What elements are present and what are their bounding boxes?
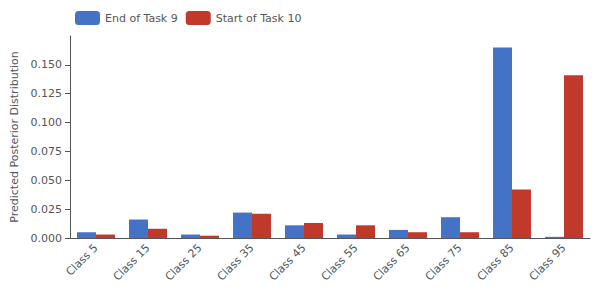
svg-text:End of Task 9: End of Task 9 — [105, 12, 178, 25]
svg-text:Class 55: Class 55 — [319, 241, 361, 283]
svg-text:Class 15: Class 15 — [111, 241, 153, 283]
svg-text:0.075: 0.075 — [31, 145, 63, 158]
svg-text:Class 75: Class 75 — [423, 241, 465, 283]
svg-text:Class 35: Class 35 — [215, 241, 257, 283]
svg-text:0.050: 0.050 — [31, 174, 63, 187]
svg-text:Class 45: Class 45 — [267, 241, 309, 283]
svg-text:Start of Task 10: Start of Task 10 — [216, 12, 302, 25]
svg-text:Predicted Posterior Distributi: Predicted Posterior Distribution — [8, 51, 21, 222]
svg-text:Class 65: Class 65 — [371, 241, 413, 283]
svg-text:Class 5: Class 5 — [64, 241, 101, 278]
svg-text:0.100: 0.100 — [31, 116, 63, 129]
svg-text:0.025: 0.025 — [31, 203, 63, 216]
svg-text:Class 85: Class 85 — [475, 241, 517, 283]
svg-text:0.150: 0.150 — [31, 58, 63, 71]
svg-text:0.125: 0.125 — [31, 87, 63, 100]
svg-text:Class 95: Class 95 — [527, 241, 569, 283]
svg-text:0.000: 0.000 — [31, 232, 63, 245]
svg-text:Class 25: Class 25 — [163, 241, 205, 283]
